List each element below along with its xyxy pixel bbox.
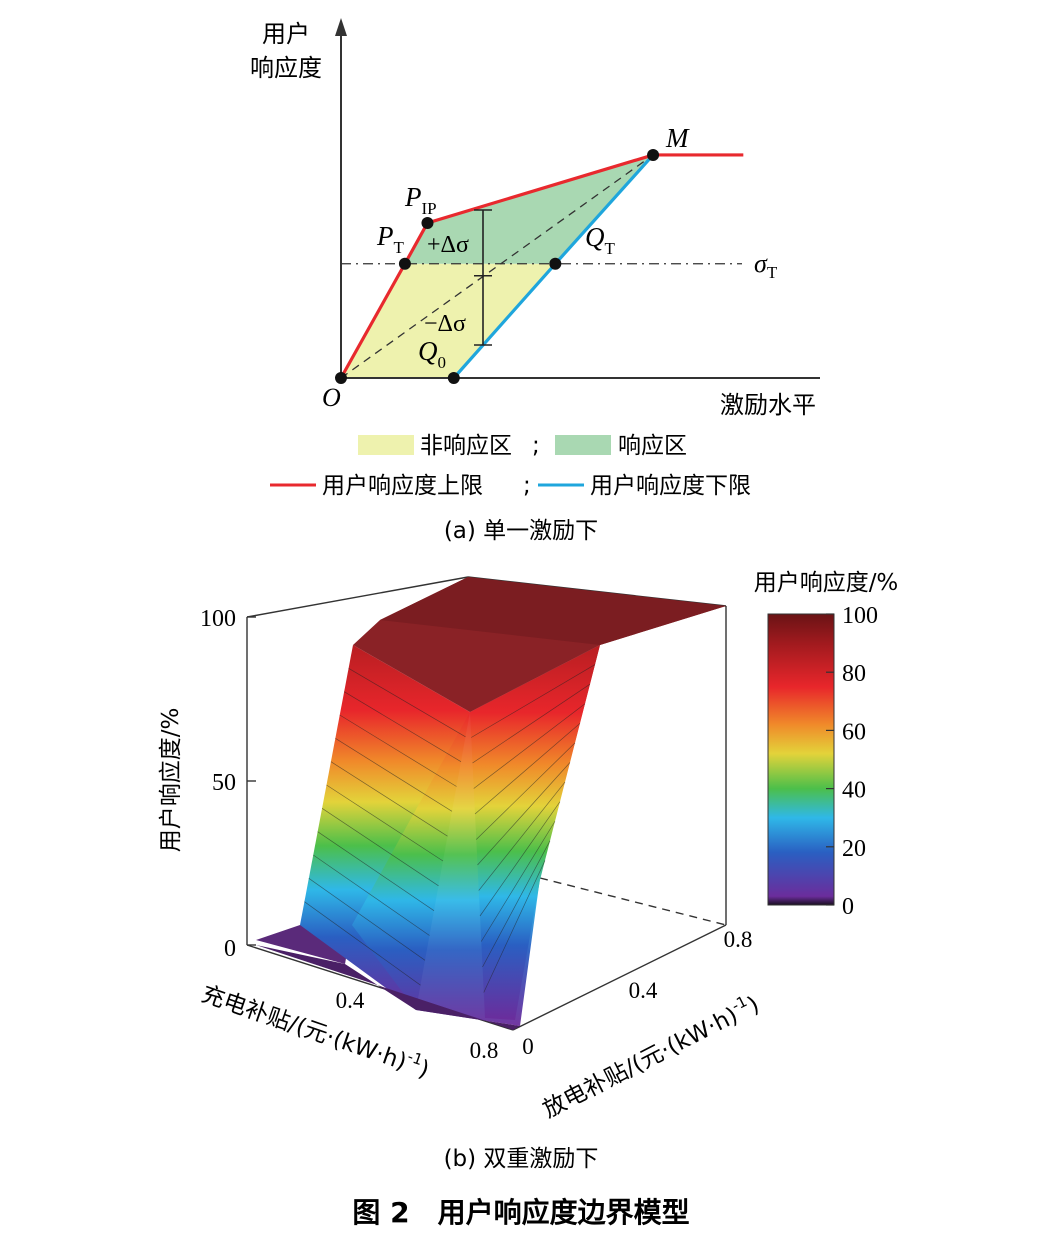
colorbar-tick-label: 60 (842, 719, 866, 745)
surface-contour-right (478, 781, 566, 891)
surface-contour-front (313, 854, 430, 936)
response-region (404, 154, 654, 264)
z-tick-0: 0 (224, 936, 236, 962)
legend-label-lower: 用户响应度下限 (590, 473, 751, 499)
colorbar-tick-label: 80 (842, 661, 866, 687)
surface-contour-front (330, 761, 448, 837)
svg-text:放电补贴/(元·(kW·h)-1): 放电补贴/(元·(kW·h)-1) (537, 988, 763, 1123)
surface-bottom-edge (256, 945, 520, 1030)
point-M (647, 148, 660, 161)
legend-label-response: 响应区 (618, 433, 687, 459)
surface-ramp-right-face (470, 645, 600, 1020)
surface-contour-front (321, 808, 439, 887)
legend-sep-1: ; (532, 433, 540, 459)
surface-contour-right (482, 840, 551, 968)
z-tick-50: 50 (212, 770, 236, 796)
delta-plus-label: +Δσ (427, 232, 469, 258)
y-axis-label: 放电补贴/(元·(kW·h)-1) (537, 988, 764, 1124)
z-tick-100: 100 (200, 606, 236, 632)
surface-contour-right (476, 742, 576, 840)
surface-contour-front (343, 691, 462, 762)
threshold-label: σT (754, 249, 778, 282)
delta-minus-label: −Δσ (424, 311, 466, 337)
legend-label-nonresponse: 非响应区 (420, 433, 512, 459)
z-ticks (247, 616, 256, 946)
x-axis-label: 激励水平 (720, 391, 816, 419)
panel-b-caption: (b) 双重激励下 (444, 1146, 599, 1172)
y-axis-label-line1: 用户 (262, 20, 310, 48)
colorbar-tick-label: 0 (842, 894, 854, 920)
point-label-M: M (665, 123, 690, 153)
surface-contour-right (483, 860, 546, 993)
surface-contour-front (308, 878, 426, 961)
surface-contour-right (479, 801, 561, 917)
surface-contour-front (317, 831, 435, 911)
legend-swatch-nonresponse (358, 435, 414, 455)
legend-swatch-response (555, 435, 611, 455)
surface-contour-right (480, 821, 556, 942)
panel-a-caption: (a) 单一激励下 (444, 518, 598, 544)
colorbar-title: 用户响应度/% (754, 570, 899, 596)
surface-contour-right (474, 723, 581, 815)
surface-contour-front (339, 714, 457, 787)
point-PT (398, 257, 411, 270)
surface-contour-right (472, 683, 591, 764)
surface-contour-right (477, 762, 571, 866)
diagonal-dashed-line (340, 154, 654, 379)
surface-contour-front (326, 784, 444, 862)
colorbar-ticks: 0 20 40 60 80 100 (826, 603, 878, 920)
response-surface (256, 577, 726, 1030)
legend-lines: 用户响应度上限 ; 用户响应度下限 (270, 473, 751, 499)
surface-contour-front (304, 901, 421, 986)
x-tick-0.8: 0.8 (470, 1038, 499, 1063)
surface-contour-right (471, 664, 596, 738)
point-QT (549, 257, 562, 270)
panel-b-chart: 100 50 0 用户响应度/% 0.4 0.8 充电补贴/(元·(kW·h)-… (158, 570, 898, 1172)
y-axis-label-line2: 响应度 (250, 54, 322, 82)
surface-contour-front (335, 738, 453, 812)
point-Q0 (447, 372, 460, 384)
colorbar-tick-label: 40 (842, 778, 866, 804)
legend-regions: 非响应区 ; 响应区 (358, 433, 687, 459)
point-label-PT: PT (376, 221, 405, 257)
x-tick-0.4: 0.4 (336, 988, 365, 1013)
point-PIP (421, 216, 434, 229)
y-axis-arrow (335, 18, 347, 36)
colorbar-tick-label: 100 (842, 603, 878, 629)
point-label-PIP: PIP (404, 182, 437, 218)
legend-sep-2: ; (523, 473, 531, 499)
point-label-QT: QT (585, 222, 616, 258)
nonresponse-region (341, 263, 556, 378)
point-O (335, 372, 347, 384)
figure-caption: 图 2 用户响应度边界模型 (352, 1196, 689, 1229)
legend-label-upper: 用户响应度上限 (322, 473, 483, 499)
surface-contour-front (348, 668, 466, 738)
surface-high-plateau-back (380, 577, 726, 645)
colorbar (767, 613, 835, 906)
y-tick-0.4: 0.4 (629, 978, 658, 1003)
y-tick-0.8: 0.8 (724, 927, 753, 952)
surface-contour-right (473, 703, 586, 789)
colorbar-tick-label: 20 (842, 836, 866, 862)
y-tick-0: 0 (522, 1034, 534, 1059)
z-axis-label: 用户响应度/% (158, 708, 184, 853)
origin-label: O (322, 383, 341, 412)
